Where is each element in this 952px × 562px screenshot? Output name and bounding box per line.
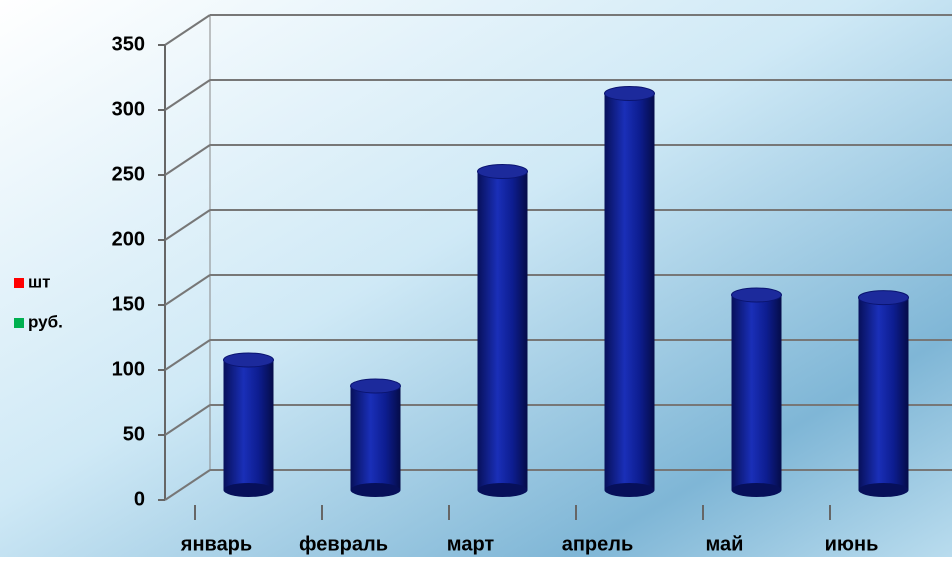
bar — [858, 297, 909, 490]
y-tick-label: 300 — [112, 98, 145, 120]
bar-top — [477, 164, 528, 179]
x-tick-label: июнь — [825, 533, 879, 555]
bar-bottom — [858, 483, 909, 497]
grid-line — [164, 14, 211, 46]
x-tick-label: январь — [180, 533, 252, 555]
bar-bottom — [477, 483, 528, 497]
bar-bottom — [731, 483, 782, 497]
grid-line — [164, 339, 211, 371]
bar — [731, 295, 782, 490]
bar-top — [731, 287, 782, 303]
grid-line — [164, 274, 211, 306]
bar-top — [350, 378, 401, 394]
x-tick-label: февраль — [299, 533, 388, 555]
grid-line — [164, 79, 211, 111]
legend-label: руб. — [28, 312, 63, 331]
bar-top — [604, 86, 655, 101]
grid-line — [164, 144, 211, 176]
bar-bottom — [604, 483, 655, 497]
bar-bottom — [350, 483, 401, 497]
y-tick-label: 50 — [123, 423, 145, 445]
bar — [604, 93, 655, 490]
bar-top — [858, 290, 909, 306]
grid-line — [164, 469, 211, 501]
bar-bottom — [223, 483, 274, 497]
y-tick-label: 350 — [112, 33, 145, 55]
y-tick-label: 150 — [112, 293, 145, 315]
bar — [477, 171, 528, 490]
x-tick-label: май — [706, 533, 744, 555]
y-tick-label: 100 — [112, 358, 145, 380]
legend-swatch — [14, 278, 24, 288]
bar — [223, 360, 274, 490]
y-tick-label: 0 — [134, 488, 145, 510]
y-tick-label: 250 — [112, 163, 145, 185]
bar-top — [223, 352, 274, 368]
bar — [350, 386, 401, 490]
grid-line — [164, 209, 211, 241]
legend-label: шт — [28, 272, 51, 291]
legend-swatch — [14, 318, 24, 328]
x-tick-label: март — [447, 533, 495, 555]
y-tick-label: 200 — [112, 228, 145, 250]
x-tick-label: апрель — [562, 533, 634, 555]
grid-line — [164, 404, 211, 436]
